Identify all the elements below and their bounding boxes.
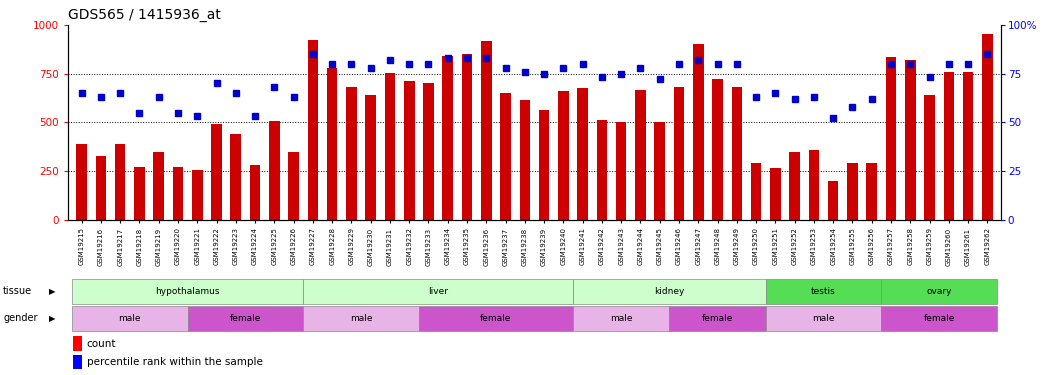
Bar — [635, 90, 646, 220]
Bar — [153, 152, 163, 220]
Bar — [303, 279, 573, 304]
Bar — [115, 144, 126, 220]
Text: male: male — [812, 314, 835, 323]
Bar — [577, 88, 588, 220]
Bar — [72, 279, 303, 304]
Bar — [674, 87, 684, 220]
Bar — [403, 81, 415, 220]
Bar — [770, 168, 781, 220]
Bar — [924, 95, 935, 220]
Bar — [713, 80, 723, 220]
Bar — [481, 41, 492, 220]
Bar — [95, 156, 106, 220]
Bar — [573, 279, 766, 304]
Text: female: female — [702, 314, 734, 323]
Bar — [616, 122, 627, 220]
Text: count: count — [87, 339, 116, 349]
Text: male: male — [610, 314, 632, 323]
Bar — [212, 124, 222, 220]
Bar — [72, 336, 82, 351]
Bar — [539, 110, 549, 220]
Bar — [847, 163, 857, 220]
Text: percentile rank within the sample: percentile rank within the sample — [87, 357, 263, 367]
Bar — [192, 170, 202, 220]
Bar — [867, 163, 877, 220]
Text: female: female — [923, 314, 955, 323]
Bar — [654, 122, 665, 220]
Bar — [982, 33, 992, 220]
Bar — [423, 83, 434, 220]
Bar — [462, 54, 473, 220]
Text: liver: liver — [429, 287, 449, 296]
Text: male: male — [350, 314, 372, 323]
Bar — [905, 60, 916, 220]
Bar — [288, 153, 299, 220]
Bar — [596, 120, 607, 220]
Bar — [766, 306, 881, 331]
Bar — [881, 279, 997, 304]
Bar — [366, 95, 376, 220]
Bar — [789, 152, 800, 220]
Bar — [750, 163, 762, 220]
Bar — [303, 306, 419, 331]
Bar — [559, 91, 569, 220]
Text: ▶: ▶ — [49, 287, 56, 296]
Bar — [72, 306, 188, 331]
Bar — [693, 44, 703, 220]
Bar — [188, 306, 303, 331]
Bar — [134, 167, 145, 220]
Text: female: female — [480, 314, 511, 323]
Bar — [766, 279, 881, 304]
Text: gender: gender — [3, 314, 38, 323]
Bar — [670, 306, 766, 331]
Bar — [809, 150, 820, 220]
Bar — [500, 93, 510, 220]
Bar — [881, 306, 997, 331]
Bar — [520, 100, 530, 220]
Bar — [231, 134, 241, 220]
Bar — [72, 355, 82, 369]
Bar — [573, 306, 670, 331]
Bar — [346, 87, 356, 220]
Bar — [385, 72, 395, 220]
Bar — [828, 181, 838, 220]
Text: GDS565 / 1415936_at: GDS565 / 1415936_at — [68, 8, 221, 22]
Text: ▶: ▶ — [49, 314, 56, 323]
Bar — [77, 144, 87, 220]
Bar — [886, 57, 896, 220]
Text: testis: testis — [811, 287, 836, 296]
Bar — [249, 165, 260, 220]
Bar — [963, 72, 974, 220]
Bar — [943, 72, 954, 220]
Bar — [732, 87, 742, 220]
Bar — [442, 56, 453, 220]
Bar — [327, 68, 337, 220]
Bar — [307, 40, 319, 220]
Text: hypothalamus: hypothalamus — [155, 287, 220, 296]
Text: male: male — [118, 314, 141, 323]
Text: ovary: ovary — [926, 287, 952, 296]
Bar — [419, 306, 573, 331]
Text: tissue: tissue — [3, 286, 32, 296]
Bar — [269, 121, 280, 220]
Bar — [173, 167, 183, 220]
Text: female: female — [230, 314, 261, 323]
Text: kidney: kidney — [654, 287, 684, 296]
